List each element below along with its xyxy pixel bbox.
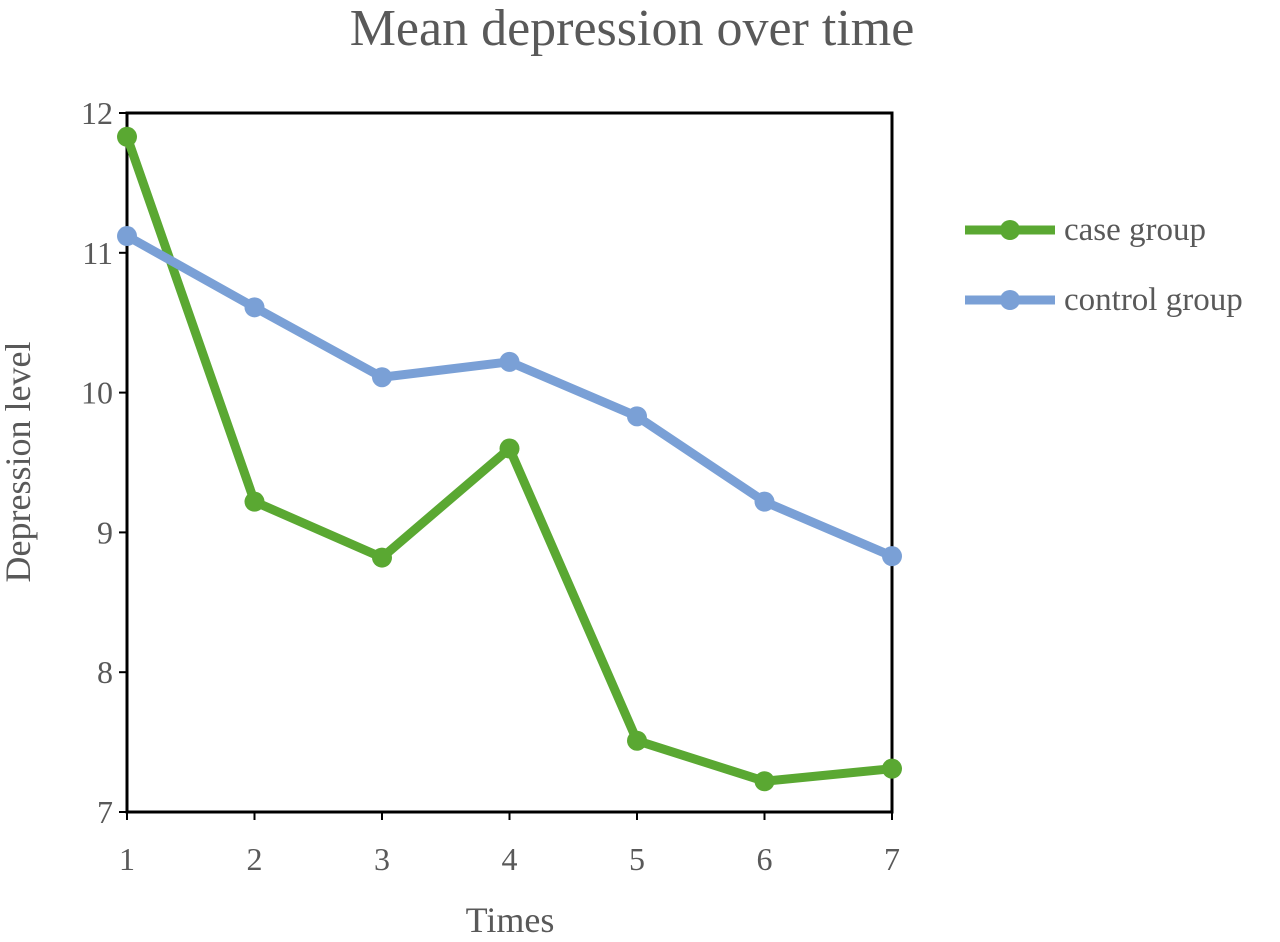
data-point-case-group: [754, 771, 775, 792]
y-axis-label: Depression level: [0, 342, 38, 583]
data-point-control-group: [499, 351, 520, 372]
data-point-case-group: [244, 491, 265, 512]
data-point-control-group: [244, 297, 265, 318]
data-point-control-group: [372, 367, 392, 388]
data-point-control-group: [754, 491, 775, 512]
data-point-control-group: [627, 406, 647, 427]
y-tick-label: 11: [82, 235, 113, 271]
x-tick-label: 7: [884, 841, 900, 877]
x-tick-label: 3: [374, 841, 390, 877]
data-point-case-group: [627, 730, 647, 751]
series-line-control-group: [124, 232, 894, 561]
data-point-control-group: [117, 226, 137, 247]
chart-title: Mean depression over time: [350, 0, 915, 57]
legend-marker-control-group: [1000, 290, 1020, 310]
y-tick-label: 10: [81, 375, 113, 411]
x-tick-label: 6: [757, 841, 773, 877]
y-tick-label: 7: [97, 794, 113, 830]
x-tick-label: 5: [629, 841, 645, 877]
x-axis-label: Times: [466, 900, 555, 937]
y-tick-label: 9: [97, 514, 113, 550]
data-point-case-group: [499, 438, 520, 459]
legend-marker-case-group: [1000, 220, 1020, 240]
data-point-case-group: [882, 758, 902, 779]
x-tick-label: 4: [502, 841, 518, 877]
y-tick-label: 12: [81, 95, 113, 131]
x-tick-label: 2: [247, 841, 263, 877]
data-point-case-group: [117, 126, 137, 147]
data-point-case-group: [372, 547, 392, 568]
legend-label-case-group: case group: [1064, 212, 1206, 248]
legend: case group control group: [965, 212, 1243, 318]
x-tick-label: 1: [119, 841, 135, 877]
series-line-case-group: [122, 135, 893, 786]
data-point-control-group: [882, 546, 902, 567]
y-tick-label: 8: [97, 654, 113, 690]
legend-label-control-group: control group: [1064, 282, 1243, 318]
